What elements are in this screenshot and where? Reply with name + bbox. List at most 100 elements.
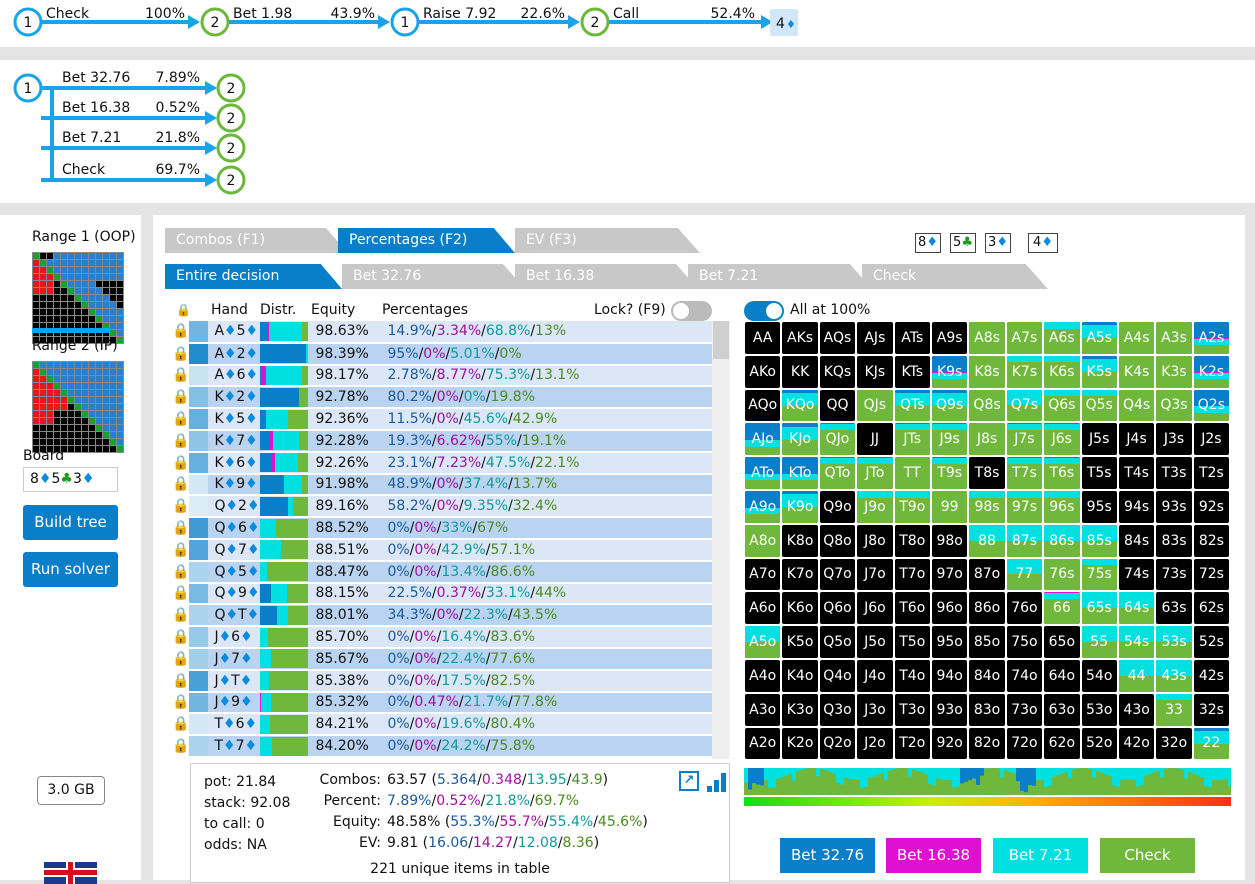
matrix-cell-QQ[interactable]: QQ [820,390,855,422]
matrix-cell-K8s[interactable]: K8s [969,356,1004,388]
lock-icon[interactable]: 🔒 [172,474,189,496]
matrix-cell-84s[interactable]: 84s [1119,525,1154,557]
uk-flag-icon[interactable] [44,862,97,884]
matrix-cell-93s[interactable]: 93s [1156,491,1191,523]
matrix-cell-J6s[interactable]: J6s [1044,423,1079,455]
player-node-2[interactable]: 2 [202,9,228,35]
matrix-cell-J9s[interactable]: J9s [932,423,967,455]
lock-icon[interactable]: 🔒 [172,517,189,539]
matrix-cell-QJs[interactable]: QJs [857,390,892,422]
matrix-cell-T8o[interactable]: T8o [895,525,930,557]
tab-bet-7-21[interactable]: Bet 7.21 [688,264,872,289]
table-row[interactable]: 🔒 J♦7♦ 85.67% 0%/0%/22.4%/77.6% [172,648,712,670]
table-row[interactable]: 🔒 J♦9♦ 85.32% 0%/0.47%/21.7%/77.8% [172,692,712,714]
matrix-cell-ATo[interactable]: ATo [745,457,780,489]
matrix-cell-Q2o[interactable]: Q2o [820,728,855,760]
lock-icon[interactable]: 🔒 [172,561,189,583]
matrix-cell-T3o[interactable]: T3o [895,694,930,726]
matrix-cell-54o[interactable]: 54o [1082,660,1117,692]
lock-icon[interactable]: 🔒 [172,583,189,605]
table-row[interactable]: 🔒 T♦6♦ 84.21% 0%/0%/19.6%/80.4% [172,713,712,735]
matrix-cell-A8s[interactable]: A8s [969,322,1004,354]
matrix-cell-J7o[interactable]: J7o [857,559,892,591]
line-action-label[interactable]: Call [613,6,639,22]
matrix-cell-73o[interactable]: 73o [1007,694,1042,726]
tab-check[interactable]: Check [862,264,1048,289]
matrix-cell-63o[interactable]: 63o [1044,694,1079,726]
matrix-cell-K3s[interactable]: K3s [1156,356,1191,388]
external-link-icon[interactable]: ↗ [679,771,699,791]
table-row[interactable]: 🔒 K♦6♦ 92.26% 23.1%/7.23%/47.5%/22.1% [172,452,712,474]
matrix-cell-55[interactable]: 55 [1082,626,1117,658]
matrix-cell-85o[interactable]: 85o [969,626,1004,658]
matrix-cell-K2o[interactable]: K2o [782,728,817,760]
player-node-2[interactable]: 2 [218,135,244,161]
player-node-2[interactable]: 2 [582,9,608,35]
matrix-cell-Q9s[interactable]: Q9s [932,390,967,422]
matrix-cell-72s[interactable]: 72s [1194,559,1229,591]
matrix-cell-96s[interactable]: 96s [1044,491,1079,523]
lock-icon[interactable]: 🔒 [172,452,189,474]
table-row[interactable]: 🔒 Q♦T♦ 88.01% 34.3%/0%/22.3%/43.5% [172,604,712,626]
matrix-cell-K4o[interactable]: K4o [782,660,817,692]
matrix-cell-83s[interactable]: 83s [1156,525,1191,557]
matrix-cell-J5o[interactable]: J5o [857,626,892,658]
matrix-cell-65o[interactable]: 65o [1044,626,1079,658]
matrix-cell-A2s[interactable]: A2s [1194,322,1229,354]
matrix-cell-77[interactable]: 77 [1007,559,1042,591]
lock-icon[interactable]: 🔒 [172,408,189,430]
matrix-cell-64s[interactable]: 64s [1119,592,1154,624]
matrix-cell-53s[interactable]: 53s [1156,626,1191,658]
matrix-cell-T7o[interactable]: T7o [895,559,930,591]
matrix-cell-AQs[interactable]: AQs [820,322,855,354]
matrix-cell-KJo[interactable]: KJo [782,423,817,455]
percentages-header[interactable]: Percentages [382,302,468,318]
matrix-cell-54s[interactable]: 54s [1119,626,1154,658]
matrix-cell-Q5o[interactable]: Q5o [820,626,855,658]
matrix-cell-82o[interactable]: 82o [969,728,1004,760]
matrix-cell-82s[interactable]: 82s [1194,525,1229,557]
matrix-cell-K7o[interactable]: K7o [782,559,817,591]
line-action-label[interactable]: Bet 1.98 [233,6,292,22]
matrix-cell-KK[interactable]: KK [782,356,817,388]
matrix-cell-A9o[interactable]: A9o [745,491,780,523]
matrix-cell-98s[interactable]: 98s [969,491,1004,523]
matrix-cell-A4s[interactable]: A4s [1119,322,1154,354]
matrix-cell-J8o[interactable]: J8o [857,525,892,557]
matrix-cell-62o[interactable]: 62o [1044,728,1079,760]
action-button-check[interactable]: Check [1100,838,1195,873]
line-action-label[interactable]: Check [46,6,90,22]
matrix-cell-96o[interactable]: 96o [932,592,967,624]
matrix-cell-87o[interactable]: 87o [969,559,1004,591]
matrix-cell-85s[interactable]: 85s [1082,525,1117,557]
branch-action-label[interactable]: Bet 7.21 [62,130,121,146]
matrix-cell-T6s[interactable]: T6s [1044,457,1079,489]
matrix-cell-62s[interactable]: 62s [1194,592,1229,624]
matrix-cell-42s[interactable]: 42s [1194,660,1229,692]
matrix-cell-88[interactable]: 88 [969,525,1004,557]
matrix-cell-Q4s[interactable]: Q4s [1119,390,1154,422]
matrix-cell-QJo[interactable]: QJo [820,423,855,455]
matrix-cell-Q2s[interactable]: Q2s [1194,390,1229,422]
matrix-cell-53o[interactable]: 53o [1082,694,1117,726]
matrix-cell-52o[interactable]: 52o [1082,728,1117,760]
lock-icon[interactable]: 🔒 [172,692,189,714]
matrix-cell-T4s[interactable]: T4s [1119,457,1154,489]
matrix-cell-A9s[interactable]: A9s [932,322,967,354]
matrix-cell-AJs[interactable]: AJs [857,322,892,354]
matrix-cell-52s[interactable]: 52s [1194,626,1229,658]
matrix-cell-94o[interactable]: 94o [932,660,967,692]
player-node-2[interactable]: 2 [218,105,244,131]
matrix-cell-Q7o[interactable]: Q7o [820,559,855,591]
matrix-cell-KTs[interactable]: KTs [895,356,930,388]
lock-icon[interactable]: 🔒 [172,495,189,517]
lock-icon[interactable]: 🔒 [172,713,189,735]
matrix-cell-K7s[interactable]: K7s [1007,356,1042,388]
table-row[interactable]: 🔒 A♦6♦ 98.17% 2.78%/8.77%/75.3%/13.1% [172,365,712,387]
player-node-1[interactable]: 1 [15,75,41,101]
lock-icon[interactable]: 🔒 [172,626,189,648]
matrix-cell-76o[interactable]: 76o [1007,592,1042,624]
matrix-cell-J2o[interactable]: J2o [857,728,892,760]
table-row[interactable]: 🔒 Q♦6♦ 88.52% 0%/0%/33%/67% [172,517,712,539]
matrix-cell-94s[interactable]: 94s [1119,491,1154,523]
